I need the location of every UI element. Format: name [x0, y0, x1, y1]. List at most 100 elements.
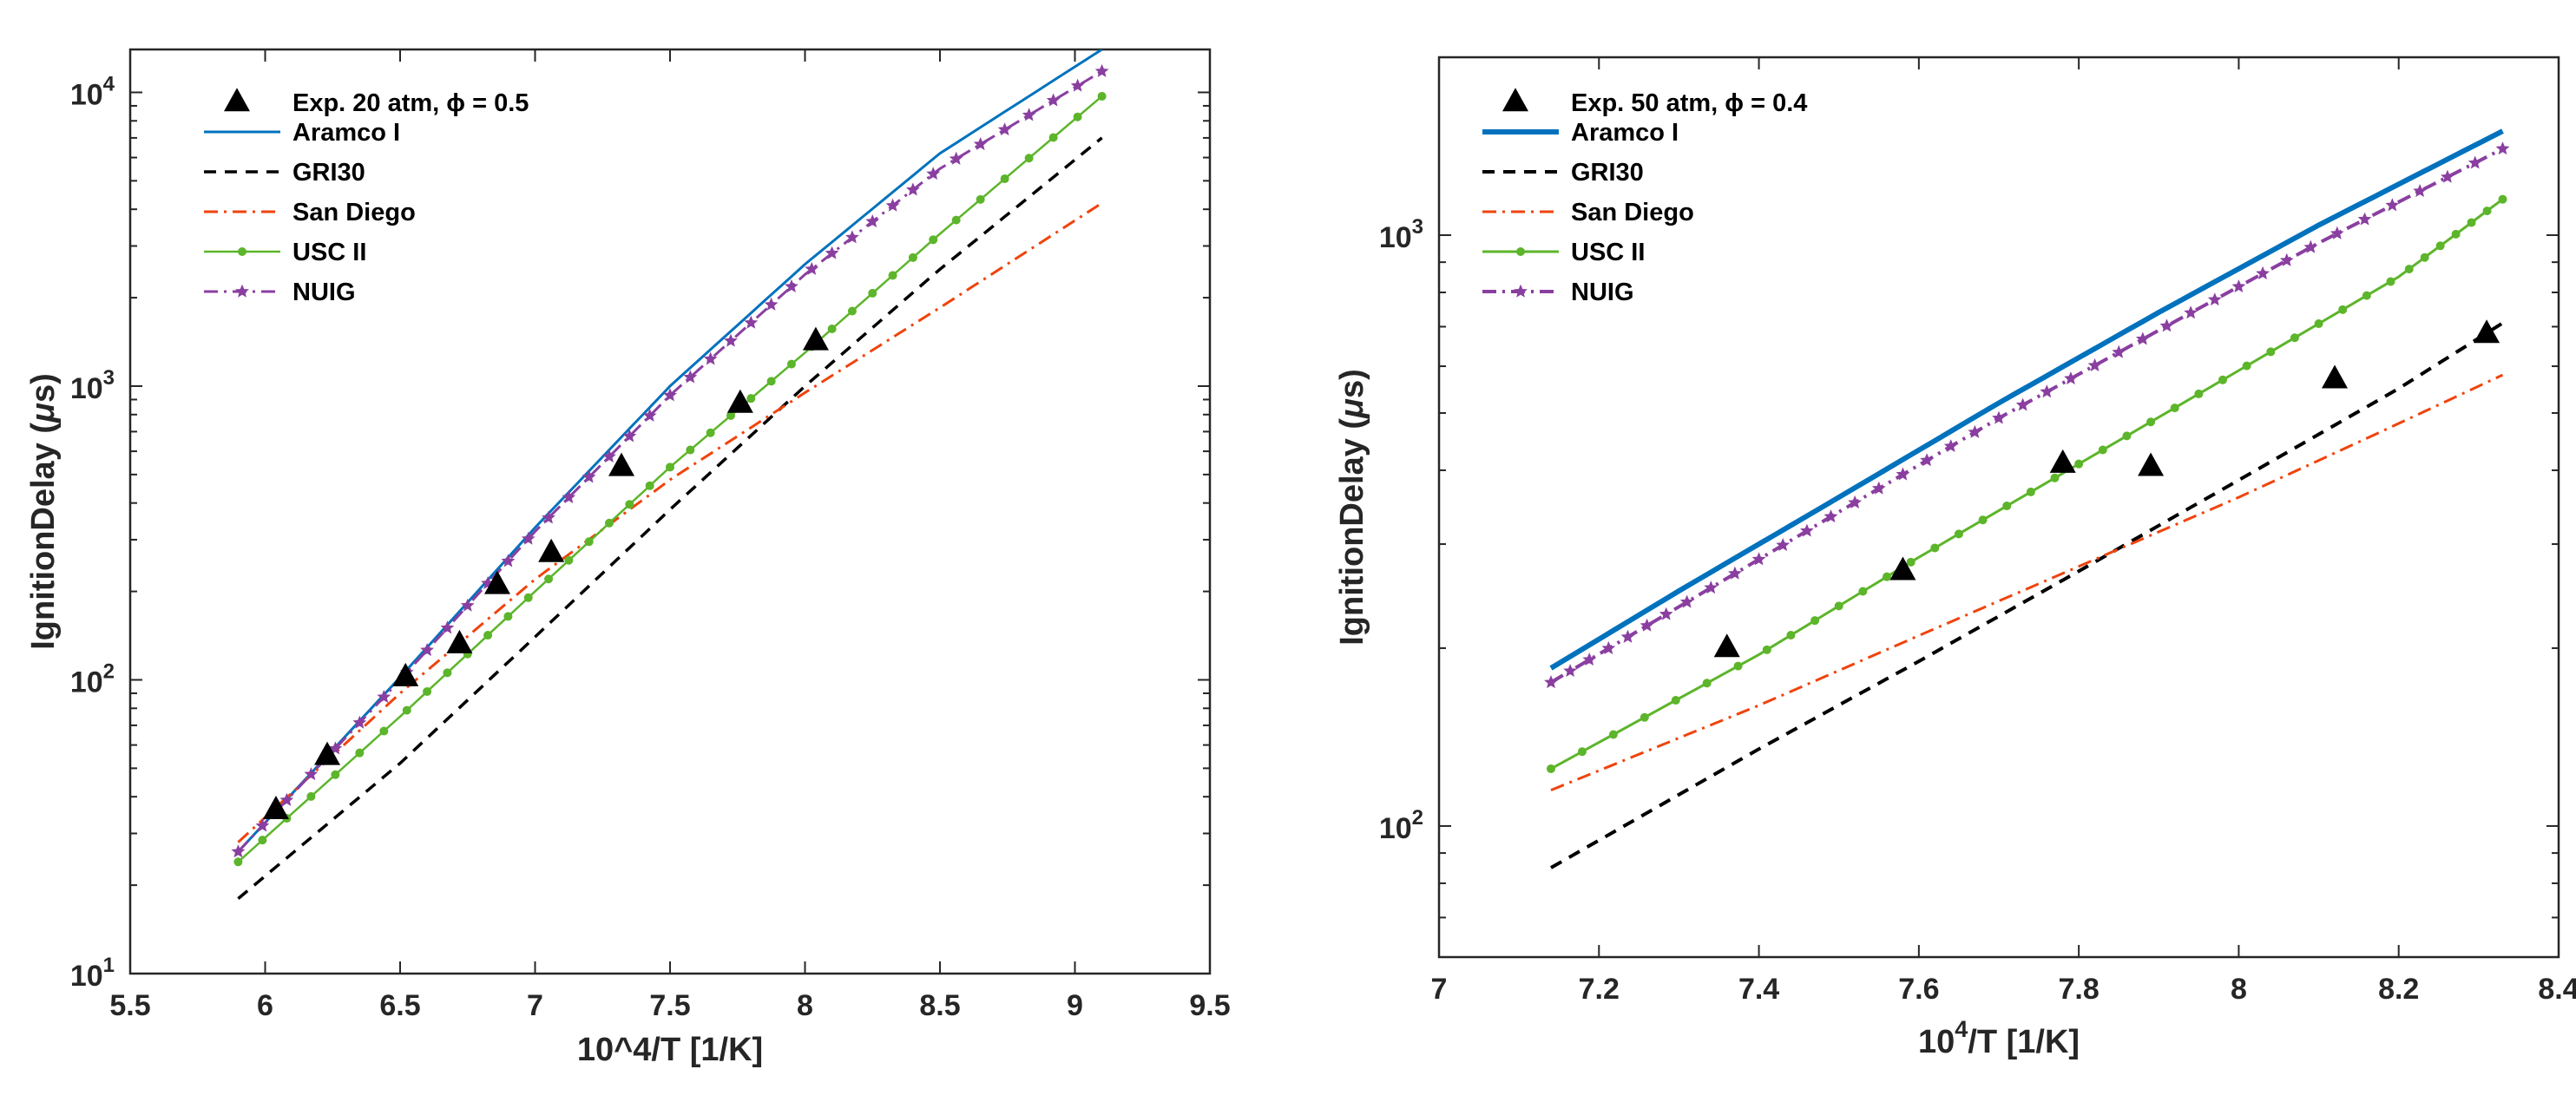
series-marker-nuig — [2064, 371, 2078, 385]
series-marker-nuig — [703, 351, 718, 365]
series-marker-nuig — [1943, 439, 1958, 453]
x-tick-label: 9 — [1067, 989, 1083, 1022]
series-marker-usc — [584, 537, 594, 547]
series-marker-nuig — [1070, 78, 1085, 92]
series-marker-usc — [1024, 154, 1034, 163]
series-marker-nuig — [1728, 566, 1742, 580]
legend-label: Aramco I — [1571, 119, 1679, 147]
series-marker-nuig — [231, 844, 246, 858]
series-marker-nuig — [1704, 581, 1718, 594]
series-marker-nuig — [1679, 594, 1694, 608]
series-marker-usc — [1073, 112, 1082, 121]
exp-point — [2138, 452, 2165, 476]
series-marker-usc — [2386, 277, 2395, 286]
series-marker-usc — [1097, 91, 1107, 101]
series-marker-nuig — [885, 198, 900, 212]
exp-point — [2049, 449, 2076, 473]
exp-point — [2322, 364, 2348, 389]
series-marker-nuig — [785, 279, 798, 292]
series-marker-nuig — [328, 741, 343, 755]
x-tick-label: 7 — [527, 989, 543, 1022]
exp-point — [262, 795, 289, 819]
series-marker-usc — [1702, 679, 1712, 688]
series-marker-usc — [503, 612, 513, 621]
series-marker-usc — [2314, 319, 2323, 329]
series-marker-usc — [2482, 207, 2492, 216]
series-marker-usc — [1577, 747, 1587, 757]
series-marker-usc — [605, 518, 614, 528]
series-marker-nuig — [949, 151, 963, 165]
series-marker-nuig — [501, 554, 516, 567]
series-marker-usc — [706, 428, 715, 437]
series-marker-nuig — [2159, 318, 2174, 332]
series-marker-usc — [483, 631, 493, 640]
legend-label: San Diego — [292, 199, 416, 226]
y-tick-base: 10 — [70, 372, 103, 405]
series-marker-usc — [402, 705, 411, 715]
series-marker-usc — [2435, 241, 2445, 251]
series-marker-usc — [2242, 361, 2251, 371]
legend-label: NUIG — [1571, 279, 1634, 306]
series-marker-nuig — [845, 230, 859, 244]
series-marker-usc — [2098, 445, 2107, 455]
legend-marker-usc — [1516, 247, 1525, 256]
series-marker-nuig — [1640, 618, 1654, 632]
series-marker-nuig — [352, 715, 367, 729]
series-marker-usc — [1733, 661, 1743, 671]
series-marker-usc — [2050, 473, 2060, 482]
series-marker-usc — [1671, 696, 1680, 705]
x-tick-label: 5.5 — [109, 989, 150, 1022]
series-marker-nuig — [622, 429, 637, 443]
y-tick-base: 10 — [70, 78, 103, 111]
series-marker-usc — [1000, 174, 1009, 184]
series-marker-nuig — [440, 620, 455, 634]
series-marker-nuig — [2468, 155, 2482, 169]
series-marker-nuig — [1094, 63, 1109, 77]
exp-point — [314, 741, 341, 765]
y-label-mu: μ — [1334, 398, 1370, 419]
y-tick-exp: 1 — [103, 954, 115, 977]
series-marker-nuig — [255, 818, 270, 832]
series-marker-nuig — [420, 643, 435, 657]
series-marker-nuig — [683, 370, 698, 384]
y-label-suffix: s) — [25, 373, 62, 403]
series-marker-usc — [868, 288, 877, 298]
series-marker-nuig — [1620, 629, 1635, 643]
series-marker-nuig — [1022, 108, 1036, 121]
series-marker-usc — [726, 410, 735, 420]
exp-point — [392, 662, 419, 686]
series-line-aramco — [237, 49, 1103, 853]
series-marker-nuig — [1871, 481, 1886, 495]
y-tick-label: 103 — [1379, 215, 1423, 254]
series-marker-nuig — [1799, 523, 1814, 537]
x-label-exp: 4 — [1955, 1016, 1968, 1042]
series-marker-nuig — [1046, 93, 1061, 107]
series-marker-usc — [746, 394, 756, 403]
series-marker-usc — [929, 235, 938, 245]
legend-label: GRI30 — [1571, 159, 1644, 187]
series-marker-nuig — [1968, 424, 1982, 438]
series-marker-usc — [645, 481, 654, 490]
y-axis-label: IgnitionDelay (μs) — [25, 373, 62, 650]
series-marker-nuig — [2385, 198, 2400, 212]
x-tick-label: 7.6 — [1898, 973, 1939, 1006]
series-marker-nuig — [1582, 653, 1597, 666]
legend-exp-marker — [1502, 88, 1528, 112]
exp-point — [1713, 633, 1740, 658]
series-marker-nuig — [2231, 279, 2246, 293]
series-marker-usc — [2338, 305, 2348, 314]
y-axis-label: IgnitionDelay (μs) — [1334, 369, 1370, 646]
series-marker-usc — [888, 271, 897, 280]
series-marker-nuig — [2040, 384, 2054, 398]
x-tick-label: 8 — [797, 989, 813, 1022]
legend-label: USC II — [1571, 239, 1645, 266]
series-marker-usc — [2074, 459, 2084, 469]
series-marker-nuig — [2441, 169, 2454, 183]
x-tick-label: 6.5 — [379, 989, 420, 1022]
legend-exp-marker — [224, 88, 250, 112]
series-marker-nuig — [805, 261, 819, 275]
series-marker-nuig — [825, 246, 839, 259]
